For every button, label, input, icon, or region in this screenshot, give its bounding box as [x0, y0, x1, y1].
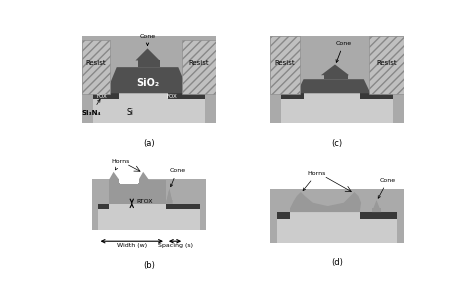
Text: RTOX: RTOX: [137, 199, 153, 205]
Bar: [277, 219, 397, 243]
Bar: [109, 204, 166, 209]
Bar: [368, 93, 379, 99]
Polygon shape: [372, 200, 381, 212]
Text: Cone: Cone: [139, 34, 155, 45]
Text: Horns: Horns: [111, 159, 129, 170]
Polygon shape: [166, 189, 173, 204]
Text: Cone: Cone: [169, 168, 185, 187]
Bar: [174, 204, 184, 209]
Bar: [180, 93, 191, 99]
Polygon shape: [297, 79, 371, 93]
Text: Resist: Resist: [188, 60, 209, 66]
Bar: [119, 93, 168, 99]
Bar: [98, 204, 200, 209]
Bar: [369, 36, 404, 94]
Bar: [82, 36, 216, 123]
Text: FOX: FOX: [166, 94, 177, 99]
Polygon shape: [136, 48, 160, 61]
Text: FOX: FOX: [97, 94, 107, 99]
Text: SiO₂: SiO₂: [136, 78, 159, 88]
Bar: [281, 93, 393, 99]
Bar: [82, 40, 110, 94]
Text: Si₃N₄: Si₃N₄: [82, 99, 101, 116]
Text: Spacing (s): Spacing (s): [157, 243, 192, 248]
Text: Resist: Resist: [86, 60, 106, 66]
Text: (c): (c): [331, 139, 343, 148]
Bar: [98, 209, 200, 230]
Text: (d): (d): [331, 258, 343, 268]
Polygon shape: [106, 67, 189, 93]
Polygon shape: [109, 172, 119, 184]
Text: Cone: Cone: [336, 41, 352, 62]
Bar: [368, 212, 380, 219]
Bar: [92, 179, 206, 230]
Bar: [119, 174, 138, 183]
Bar: [277, 212, 397, 219]
Bar: [290, 212, 360, 219]
Bar: [109, 180, 166, 200]
Text: Cone: Cone: [378, 178, 396, 198]
Bar: [324, 75, 348, 79]
Bar: [290, 208, 360, 212]
Bar: [303, 93, 360, 99]
Bar: [281, 99, 393, 123]
Bar: [270, 36, 300, 94]
Bar: [138, 61, 160, 67]
Polygon shape: [321, 65, 349, 75]
Text: Si: Si: [127, 108, 134, 117]
Bar: [270, 36, 404, 123]
Bar: [270, 189, 404, 243]
Text: Resist: Resist: [376, 60, 397, 66]
Bar: [182, 40, 216, 94]
Polygon shape: [290, 192, 361, 212]
Bar: [92, 93, 205, 99]
Bar: [92, 99, 205, 123]
Text: Resist: Resist: [274, 60, 295, 66]
Bar: [372, 208, 381, 212]
Text: (b): (b): [143, 261, 155, 270]
Polygon shape: [138, 172, 149, 184]
Text: Horns: Horns: [303, 171, 326, 191]
Polygon shape: [166, 189, 173, 204]
Text: (a): (a): [143, 139, 155, 148]
Bar: [109, 200, 166, 204]
Bar: [120, 172, 138, 184]
Text: Width (w): Width (w): [117, 243, 147, 248]
